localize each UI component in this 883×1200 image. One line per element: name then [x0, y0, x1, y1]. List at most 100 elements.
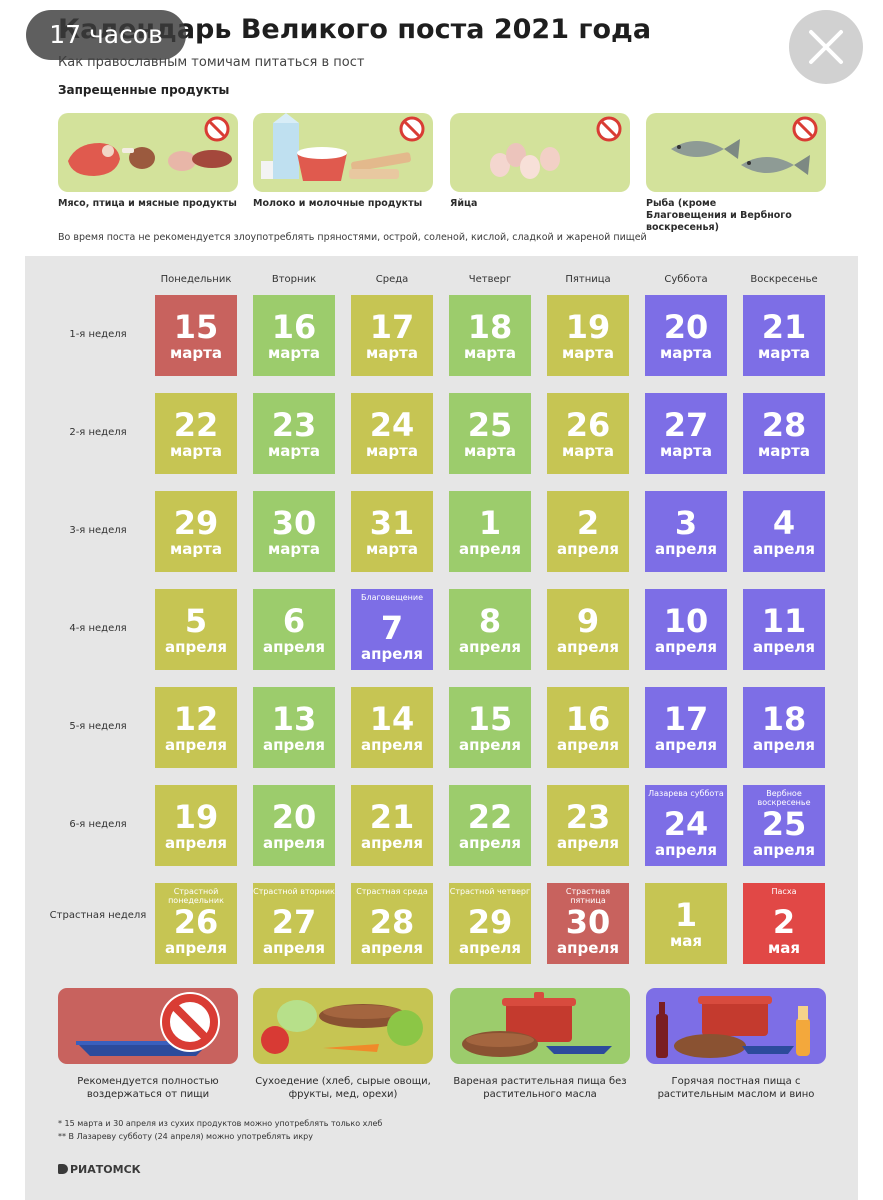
- calendar-day-cell: 13 апреля: [253, 687, 335, 768]
- day-number: 22: [467, 798, 513, 836]
- day-header: Вторник: [271, 274, 317, 285]
- egg-icon: [490, 143, 560, 179]
- day-month: марта: [660, 442, 712, 460]
- day-number: 5: [184, 602, 208, 640]
- prohibited-icon: [204, 116, 230, 142]
- calendar-day-cell: 24 марта: [351, 393, 433, 474]
- day-month: апреля: [752, 540, 815, 558]
- day-number: 2: [576, 504, 600, 542]
- logo-text: РИАТОМСК: [70, 1163, 141, 1176]
- calendar-day-cell: 18 марта: [449, 295, 531, 376]
- day-note: Страстная среда: [356, 887, 428, 896]
- pot-icon: [462, 992, 612, 1057]
- day-number: 28: [369, 903, 415, 941]
- day-month: марта: [660, 344, 712, 362]
- calendar-day-cell: Страстной вторник 27 апреля: [253, 883, 335, 964]
- day-number: 25: [761, 805, 807, 843]
- calendar-day-cell: 9 апреля: [547, 589, 629, 670]
- day-number: 20: [663, 308, 709, 346]
- legend-label-hot-food: Горячая постная пища с растительным масл…: [657, 1076, 815, 1100]
- forbidden-label-meat: Мясо, птица и мясные продукты: [58, 198, 237, 209]
- day-number: 11: [761, 602, 807, 640]
- calendar-day-cell: 22 апреля: [449, 785, 531, 866]
- day-month: марта: [366, 442, 418, 460]
- day-number: 19: [565, 308, 611, 346]
- calendar-day-cell: 30 марта: [253, 491, 335, 572]
- calendar-day-cell: 26 марта: [547, 393, 629, 474]
- day-note: Лазарева суббота: [648, 789, 724, 798]
- day-month: апреля: [262, 939, 325, 957]
- forbidden-card-dairy: [253, 113, 433, 192]
- day-number: 27: [271, 903, 317, 941]
- calendar-day-cell: 28 марта: [743, 393, 825, 474]
- day-number: 23: [271, 406, 317, 444]
- day-month: апреля: [360, 645, 423, 663]
- day-header: Суббота: [664, 274, 708, 285]
- empty-plate-icon: [76, 992, 220, 1056]
- day-month: апреля: [556, 939, 619, 957]
- day-header: Понедельник: [160, 274, 232, 285]
- calendar-day-cell: Пасха 2 мая: [743, 883, 825, 964]
- calendar-day-cell: 16 апреля: [547, 687, 629, 768]
- day-month: апреля: [654, 841, 717, 859]
- day-number: 21: [369, 798, 415, 836]
- day-number: 29: [173, 504, 219, 542]
- day-number: 16: [565, 700, 611, 738]
- day-number: 15: [173, 308, 219, 346]
- logo: РИАТОМСК: [58, 1163, 141, 1176]
- day-number: 17: [663, 700, 709, 738]
- day-number: 29: [467, 903, 513, 941]
- day-month: апреля: [752, 736, 815, 754]
- week-label: 1-я неделя: [69, 329, 127, 340]
- calendar-day-cell: 8 апреля: [449, 589, 531, 670]
- fish-icon: [671, 139, 810, 175]
- calendar-day-cell: 22 марта: [155, 393, 237, 474]
- calendar-day-cell: 21 марта: [743, 295, 825, 376]
- legend-card-dry-eating: [253, 988, 433, 1064]
- calendar-day-cell: 19 марта: [547, 295, 629, 376]
- day-month: апреля: [458, 638, 521, 656]
- forbidden-card-eggs: [450, 113, 630, 192]
- calendar-day-cell: 29 марта: [155, 491, 237, 572]
- day-month: апреля: [262, 638, 325, 656]
- raw-food-icon: [261, 1000, 423, 1054]
- day-month: марта: [170, 344, 222, 362]
- day-month: апреля: [654, 540, 717, 558]
- calendar-day-cell: Страстная среда 28 апреля: [351, 883, 433, 964]
- day-month: марта: [268, 344, 320, 362]
- day-month: апреля: [164, 736, 227, 754]
- day-month: марта: [562, 442, 614, 460]
- day-number: 23: [565, 798, 611, 836]
- day-number: 25: [467, 406, 513, 444]
- day-number: 22: [173, 406, 219, 444]
- day-number: 12: [173, 700, 219, 738]
- day-header: Четверг: [468, 274, 512, 285]
- close-button[interactable]: [789, 10, 863, 84]
- week-label: 4-я неделя: [69, 623, 127, 634]
- calendar-day-cell: 23 апреля: [547, 785, 629, 866]
- footnote-2: ** В Лазареву субботу (24 апреля) можно …: [58, 1132, 313, 1141]
- day-number: 8: [478, 602, 502, 640]
- logo-mark-icon: [58, 1164, 68, 1174]
- day-note: Страстной вторник: [253, 887, 335, 896]
- day-month: апреля: [654, 736, 717, 754]
- calendar-day-cell: 1 апреля: [449, 491, 531, 572]
- day-number: 1: [674, 896, 698, 934]
- day-number: 4: [772, 504, 796, 542]
- calendar-day-cell: 15 апреля: [449, 687, 531, 768]
- day-month: апреля: [556, 834, 619, 852]
- calendar-day-cell: 17 апреля: [645, 687, 727, 768]
- day-month: апреля: [752, 638, 815, 656]
- spices-note: Во время поста не рекомендуется злоупотр…: [58, 232, 647, 243]
- day-number: 1: [478, 504, 502, 542]
- day-month: апреля: [164, 939, 227, 957]
- day-month: марта: [366, 540, 418, 558]
- day-month: мая: [669, 932, 702, 950]
- day-note: Вербное воскресенье: [757, 789, 811, 807]
- week-label: 3-я неделя: [69, 525, 127, 536]
- day-note: Страстной четверг: [449, 887, 531, 896]
- calendar-day-cell: 6 апреля: [253, 589, 335, 670]
- calendar-day-cell: 2 апреля: [547, 491, 629, 572]
- day-month: марта: [366, 344, 418, 362]
- day-month: апреля: [262, 834, 325, 852]
